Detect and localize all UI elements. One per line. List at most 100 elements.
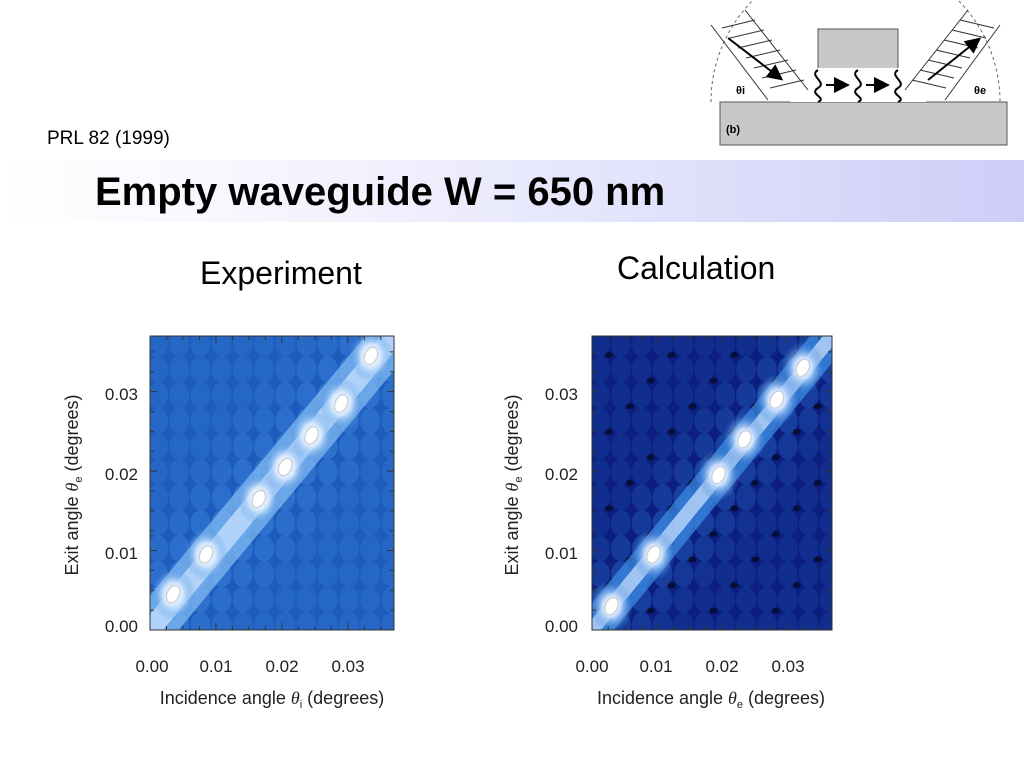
interference-fringe [610, 382, 631, 409]
interference-fringe [190, 336, 211, 357]
dark-node [751, 556, 760, 563]
dark-node [751, 633, 759, 639]
interference-fringe [275, 612, 296, 630]
interference-fringe [715, 509, 736, 536]
interference-fringe [211, 433, 232, 460]
interference-fringe [275, 336, 296, 357]
interference-fringe [338, 535, 359, 562]
interference-fringe [381, 561, 394, 588]
interference-fringe [592, 433, 610, 460]
peak-point [304, 426, 319, 445]
interference-fringe [736, 484, 757, 511]
interference-fringe [694, 586, 715, 613]
interference-fringe [592, 535, 610, 562]
interference-fringe [317, 586, 338, 613]
interference-fringe [317, 458, 338, 485]
interference-fringe [254, 336, 275, 357]
interference-fringe [317, 612, 338, 630]
x-tick-label: 0.03 [771, 657, 804, 676]
interference-fringe [169, 458, 190, 485]
experiment-peaks [151, 336, 393, 621]
interference-fringe [798, 509, 819, 536]
interference-fringe [777, 509, 798, 536]
interference-fringe [756, 484, 777, 511]
interference-fringe [673, 356, 694, 383]
interference-fringe [798, 535, 819, 562]
interference-fringe [317, 336, 338, 357]
dark-node [771, 530, 780, 537]
interference-fringe [610, 336, 631, 357]
interference-fringe [592, 458, 610, 485]
interference-fringe [211, 458, 232, 485]
interference-fringe [254, 407, 275, 434]
dark-node [771, 454, 780, 461]
dark-node [626, 633, 634, 639]
interference-fringe [592, 407, 610, 434]
guided-modes [814, 69, 902, 103]
y-tick-label: 0.03 [545, 385, 578, 404]
interference-fringe [381, 535, 394, 562]
interference-fringe [652, 612, 673, 630]
interference-fringe [819, 458, 832, 485]
interference-fringe [381, 509, 394, 536]
interference-fringe [777, 458, 798, 485]
interference-fringe [694, 336, 715, 357]
dark-node [792, 582, 801, 589]
interference-fringe [296, 509, 317, 536]
interference-fringe [275, 356, 296, 383]
interference-fringe [190, 382, 211, 409]
interference-fringe [254, 535, 275, 562]
interference-fringe [338, 586, 359, 613]
interference-fringe [150, 336, 168, 357]
interference-fringe [736, 612, 757, 630]
interference-fringe [317, 484, 338, 511]
interference-fringe [694, 356, 715, 383]
interference-fringe [777, 586, 798, 613]
interference-fringe [169, 407, 190, 434]
peak-point [165, 585, 181, 604]
peak-point [334, 394, 349, 413]
interference-fringe [254, 586, 275, 613]
dark-node [813, 479, 822, 486]
interference-fringe [819, 586, 832, 613]
interference-fringe [296, 484, 317, 511]
interference-fringe [798, 612, 819, 630]
y-tick-label: 0.02 [545, 465, 578, 484]
interference-fringe [275, 586, 296, 613]
interference-fringe [150, 356, 168, 383]
interference-fringe [819, 612, 832, 630]
interference-fringe [736, 535, 757, 562]
interference-fringe [317, 535, 338, 562]
interference-fringe [254, 612, 275, 630]
interference-fringe [777, 612, 798, 630]
interference-fringe [694, 382, 715, 409]
dark-node [688, 556, 697, 563]
interference-fringe [694, 535, 715, 562]
x-tick-label: 0.01 [639, 657, 672, 676]
interference-fringe [338, 433, 359, 460]
interference-fringe [592, 382, 610, 409]
peak-point [737, 430, 752, 449]
interference-fringe [736, 382, 757, 409]
interference-fringe [296, 535, 317, 562]
dark-node [813, 403, 822, 410]
interference-fringe [254, 356, 275, 383]
interference-fringe [592, 509, 610, 536]
interference-fringe [338, 561, 359, 588]
experiment-frame [149, 335, 395, 631]
slide-title: Empty waveguide W = 650 nm [95, 170, 666, 214]
interference-fringe [211, 336, 232, 357]
interference-fringe [673, 561, 694, 588]
experiment-x-axis-label: Incidence angle θi (degrees) [160, 688, 384, 711]
interference-fringe [592, 336, 610, 357]
y-tick-label: 0.00 [105, 617, 138, 636]
interference-fringe [592, 356, 610, 383]
experiment-ticks [149, 336, 394, 631]
interference-fringe [819, 561, 832, 588]
interference-fringe [631, 612, 652, 630]
peak-point [646, 545, 661, 564]
calculation-peaks [592, 341, 825, 630]
interference-fringe [360, 509, 381, 536]
experiment-title: Experiment [200, 255, 362, 291]
interference-fringe [631, 407, 652, 434]
